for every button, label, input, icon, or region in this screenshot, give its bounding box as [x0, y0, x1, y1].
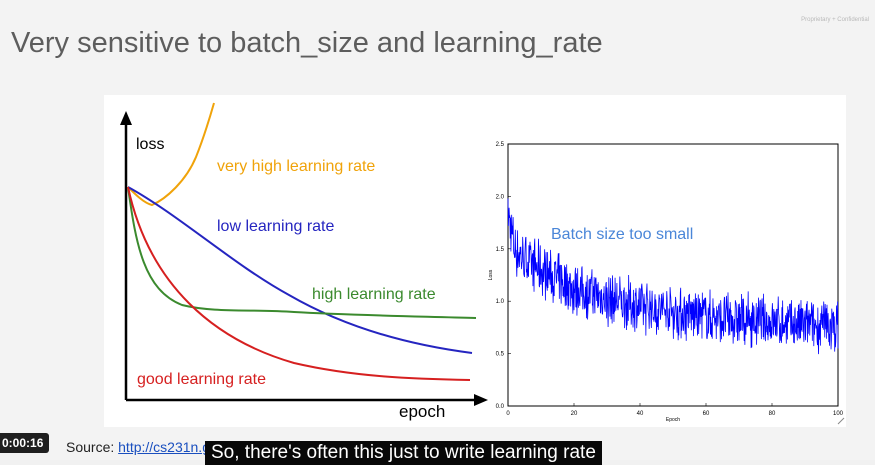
sketch-x-label: epoch — [399, 402, 445, 421]
chart-y-tick-label: 2.5 — [496, 142, 505, 148]
chart-x-tick-label: 0 — [506, 411, 510, 417]
slide-title: Very sensitive to batch_size and learnin… — [11, 27, 603, 59]
chart-y-tick-label: 2.0 — [496, 194, 505, 200]
chart-x-tick-label: 80 — [769, 411, 776, 417]
chart-annotation: Batch size too small — [551, 226, 693, 243]
curve-good-learning-rate — [127, 186, 471, 381]
figure-svg: loss epoch very high learning rate low l… — [120, 102, 845, 425]
chart-y-tick-label: 1.5 — [496, 247, 505, 253]
chart-y-tick-label: 0.5 — [496, 352, 505, 358]
label-very-high-learning-rate: very high learning rate — [217, 158, 375, 175]
chart-ticks: 0 20 40 60 80 100 0.0 0.5 1.0 1.5 2.0 2.5 — [496, 142, 844, 417]
batch-size-loss-chart: 0 20 40 60 80 100 0.0 0.5 1.0 1.5 2.0 2.5 Batch siz… — [488, 142, 845, 425]
figure-panel: loss epoch very high learning rate low l… — [104, 95, 846, 427]
chart-x-tick-label: 20 — [571, 411, 578, 417]
confidential-label: Proprietary + Confidential — [801, 17, 869, 23]
label-good-learning-rate: good learning rate — [137, 371, 266, 388]
chart-x-label: Epoch — [666, 417, 680, 423]
chart-y-tick-label: 1.0 — [496, 299, 505, 305]
sketch-x-arrowhead — [474, 394, 488, 406]
learning-rate-sketch: loss epoch very high learning rate low l… — [120, 102, 488, 421]
chart-plot-frame — [507, 143, 839, 407]
chart-y-label: Loss — [488, 269, 494, 280]
chart-resize-corner-icon — [837, 417, 845, 425]
label-high-learning-rate: high learning rate — [312, 286, 436, 303]
chart-x-tick-label: 60 — [703, 411, 710, 417]
loss-series-line — [507, 198, 839, 355]
curve-low-learning-rate — [127, 186, 473, 354]
video-timestamp: 0:00:16 — [0, 433, 50, 453]
source-prefix: Source: — [66, 439, 115, 455]
sketch-y-label: loss — [136, 136, 164, 153]
sketch-y-arrowhead — [120, 111, 132, 125]
chart-x-tick-label: 40 — [637, 411, 644, 417]
video-caption: So, there's often this just to write lea… — [205, 441, 602, 465]
curve-very-high-learning-rate — [127, 102, 215, 207]
chart-x-tick-label: 100 — [833, 411, 844, 417]
chart-y-tick-label: 0.0 — [496, 404, 505, 410]
label-low-learning-rate: low learning rate — [217, 218, 335, 235]
curve-high-learning-rate — [127, 186, 477, 319]
